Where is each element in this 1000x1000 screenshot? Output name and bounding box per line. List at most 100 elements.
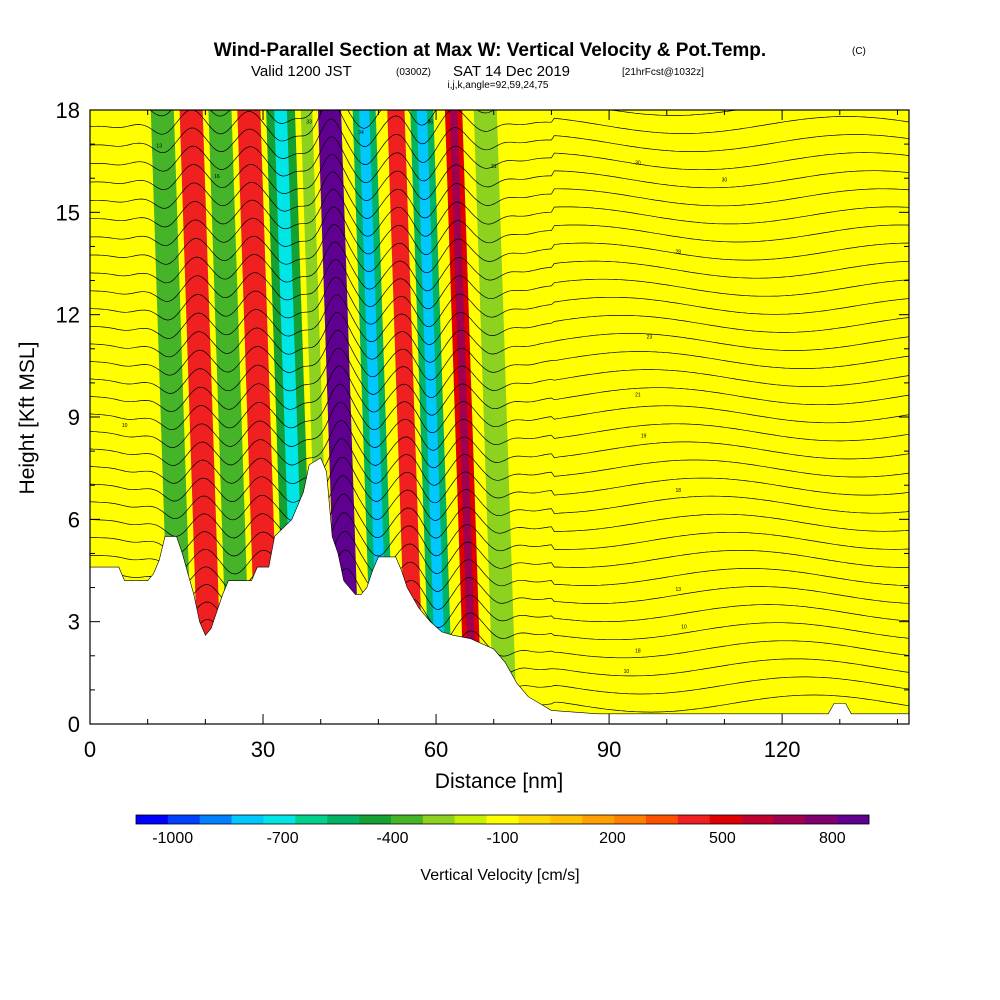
contour-label: 10 xyxy=(122,423,128,429)
velocity-cell xyxy=(208,110,252,724)
y-tick-label: 9 xyxy=(68,405,80,430)
x-axis: 0 30 60 90 120 xyxy=(84,110,898,762)
y-tick-label: 12 xyxy=(56,303,80,328)
contour-label: 10 xyxy=(681,624,687,630)
x-tick-label: 90 xyxy=(597,737,621,762)
colorbar-label: Vertical Velocity [cm/s] xyxy=(420,867,579,884)
x-tick-label: 30 xyxy=(251,737,275,762)
colorbar-tick-label: 800 xyxy=(819,830,846,847)
colorbar-swatch xyxy=(327,815,360,824)
colorbar-swatch xyxy=(167,815,201,824)
theta-contour xyxy=(90,530,909,578)
colorbar-swatch xyxy=(390,815,424,824)
theta-contour xyxy=(90,171,909,219)
theta-contour xyxy=(90,223,909,274)
colorbar-swatch xyxy=(805,815,838,824)
y-tick-label: 0 xyxy=(68,712,80,737)
colorbar-tick-label: -100 xyxy=(486,830,518,847)
contour-label: 21 xyxy=(635,393,641,399)
colorbar-tick-label: -700 xyxy=(267,830,299,847)
theta-contour xyxy=(90,329,909,381)
contour-label: 30 xyxy=(635,161,641,167)
colorbar-swatch xyxy=(709,815,742,824)
y-tick-label: 18 xyxy=(56,98,80,123)
x-tick-label: 0 xyxy=(84,737,96,762)
y-tick-label: 3 xyxy=(68,610,80,635)
contour-label: 23 xyxy=(647,335,653,341)
contour-label: 31 xyxy=(491,164,497,170)
contour-labels: 10 13 16 33 34 36 31 30 30 28 23 21 19 18 13 10 18 10 xyxy=(122,120,728,675)
subtitle-date: SAT 14 Dec 2019 xyxy=(453,63,570,80)
theta-contour xyxy=(90,259,909,310)
title-mark: (C) xyxy=(852,46,866,57)
title-block: Wind-Parallel Section at Max W: Vertical… xyxy=(214,40,866,91)
plot-area: 10 13 16 33 34 36 31 30 30 28 23 21 19 18 13 10 18 10 xyxy=(90,110,909,724)
colorbar-swatch xyxy=(582,815,615,824)
subtitle-valid: Valid 1200 JST xyxy=(251,63,352,80)
contour-label: 30 xyxy=(722,178,728,184)
section-info: i,j,k,angle=92,59,24,75 xyxy=(448,80,549,91)
theta-contour xyxy=(90,383,909,434)
colorbar-swatch xyxy=(136,815,169,824)
contour-label: 36 xyxy=(428,120,434,126)
contour-label: 33 xyxy=(306,120,312,126)
colorbar-swatch xyxy=(773,815,806,824)
colorbar-swatch xyxy=(295,815,328,824)
contour-label: 18 xyxy=(676,488,682,494)
x-tick-label: 120 xyxy=(764,737,801,762)
velocity-cell-core xyxy=(416,110,447,724)
y-tick-label: 15 xyxy=(56,200,80,225)
contour-label: 34 xyxy=(358,130,364,136)
theta-contour xyxy=(90,438,909,486)
theta-contour xyxy=(90,365,909,416)
colorbar-swatch xyxy=(518,815,551,824)
colorbar-swatch xyxy=(645,815,679,824)
colorbar-swatch xyxy=(677,815,710,824)
terrain xyxy=(90,457,909,724)
theta-contour xyxy=(90,401,909,451)
colorbar-tick-label: -1000 xyxy=(152,830,193,847)
colorbar-swatch xyxy=(550,815,583,824)
x-axis-label: Distance [nm] xyxy=(435,770,563,793)
colorbar-swatch xyxy=(614,815,647,824)
theta-contour xyxy=(90,419,909,469)
velocity-cell xyxy=(508,110,552,724)
colorbar-swatch xyxy=(741,815,774,824)
contour-label: 13 xyxy=(156,144,162,150)
theta-contour xyxy=(90,118,909,165)
y-axis-label: Height [Kft MSL] xyxy=(16,342,39,495)
y-tick-label: 6 xyxy=(68,507,80,532)
colorbar-swatch xyxy=(837,815,870,824)
velocity-cell-core xyxy=(324,110,355,724)
colorbar-tick-label: 200 xyxy=(599,830,626,847)
colorbar-swatch xyxy=(486,815,519,824)
contour-label: 19 xyxy=(641,433,647,439)
subtitle-run: [21hrFcst@1032z] xyxy=(622,67,704,78)
velocity-cell xyxy=(179,110,223,724)
velocity-cell xyxy=(473,110,517,724)
colorbar-swatch xyxy=(199,815,232,824)
contour-label: 13 xyxy=(676,587,682,593)
theta-contour xyxy=(90,493,909,540)
theta-contour xyxy=(90,241,909,292)
chart-title: Wind-Parallel Section at Max W: Vertical… xyxy=(214,40,766,61)
theta-contour xyxy=(90,311,909,363)
colorbar-tick-label: -400 xyxy=(377,830,409,847)
theta-contour xyxy=(90,456,909,504)
contour-label: 18 xyxy=(635,648,641,654)
subtitle-utc: (0300Z) xyxy=(396,67,431,78)
colorbar-swatch xyxy=(231,815,264,824)
theta-contour xyxy=(90,136,909,184)
theta-contour xyxy=(90,110,909,147)
theta-contour xyxy=(149,110,739,129)
theta-contour xyxy=(90,475,909,522)
colorbar: -1000 -700 -400 -100 200 500 800 xyxy=(135,814,870,847)
theta-contour xyxy=(90,206,909,255)
velocity-cell xyxy=(387,110,425,724)
x-tick-label: 60 xyxy=(424,737,448,762)
theta-contour xyxy=(90,189,909,237)
theta-contour xyxy=(90,294,909,345)
theta-contour xyxy=(90,276,909,328)
colorbar-swatch xyxy=(454,815,487,824)
